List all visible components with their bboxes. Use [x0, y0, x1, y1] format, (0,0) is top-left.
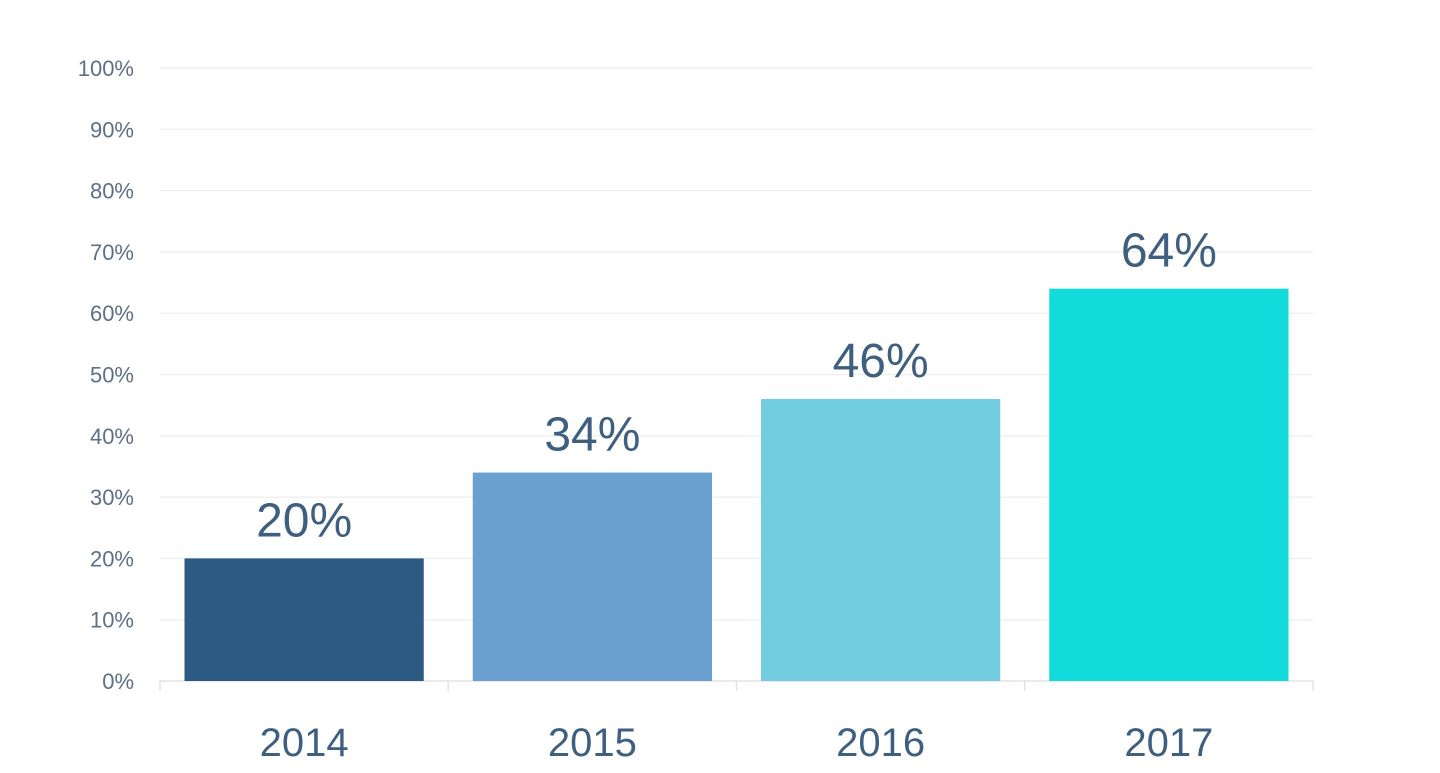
data-label-2014: 20% — [256, 494, 352, 547]
data-label-2015: 34% — [544, 409, 640, 462]
y-tick-label: 20% — [90, 546, 134, 571]
bars — [184, 288, 1289, 681]
x-tick-label: 2016 — [836, 721, 925, 765]
y-tick-label: 40% — [90, 424, 134, 449]
y-axis: 0% 10% 20% 30% 40% 50% 60% 70% 80% 90% 100% — [78, 56, 134, 694]
y-tick-label: 50% — [90, 363, 134, 388]
y-tick-label: 10% — [90, 608, 134, 633]
bar-2014 — [184, 558, 424, 681]
y-tick-label: 90% — [90, 117, 134, 142]
data-label-2016: 46% — [833, 335, 929, 388]
data-labels: 20% 34% 46% 64% — [256, 225, 1217, 548]
data-label-2017: 64% — [1121, 225, 1217, 278]
y-tick-label: 30% — [90, 485, 134, 510]
bar-2017 — [1049, 288, 1289, 681]
x-tick-label: 2014 — [260, 721, 349, 765]
x-tick-label: 2017 — [1124, 721, 1213, 765]
bar-2015 — [472, 472, 712, 681]
x-tick-label: 2015 — [548, 721, 637, 765]
y-tick-label: 60% — [90, 301, 134, 326]
y-tick-label: 80% — [90, 179, 134, 204]
y-tick-label: 70% — [90, 240, 134, 265]
x-axis: 2014 2015 2016 2017 — [260, 721, 1214, 765]
y-tick-label: 0% — [102, 669, 134, 694]
y-tick-label: 100% — [78, 56, 134, 81]
bar-2016 — [761, 399, 1001, 681]
